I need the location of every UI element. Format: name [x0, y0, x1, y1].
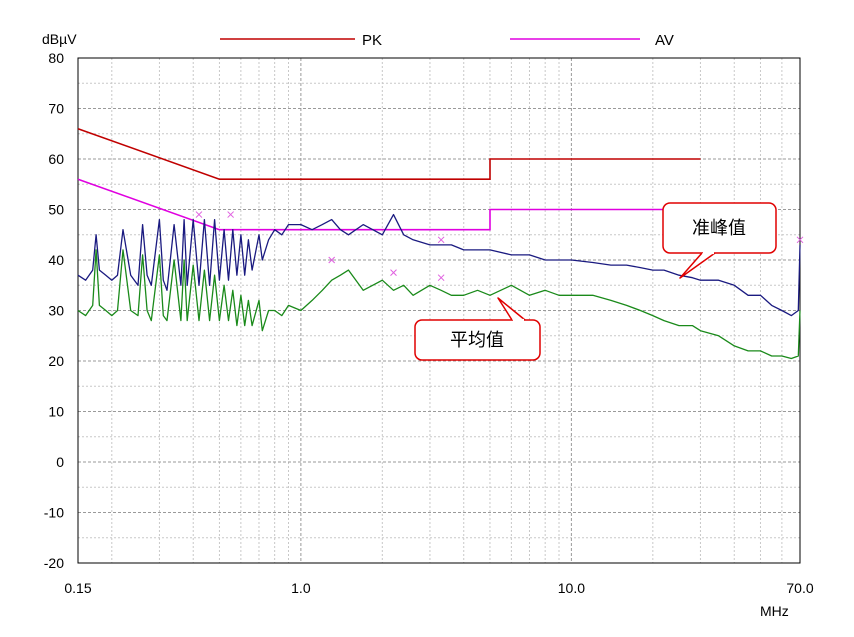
x-axis-ticks: 0.15 1.0 10.0 70.0 — [64, 580, 813, 596]
limit-lines — [77, 127, 701, 231]
peak-marker — [390, 269, 397, 276]
y-tick-label: 80 — [48, 50, 64, 66]
peak-marker — [796, 236, 804, 244]
peak-marker — [437, 274, 445, 282]
x-tick-label: 1.0 — [291, 580, 311, 596]
callout-tail — [497, 297, 526, 321]
callout-label: 准峰值 — [692, 218, 746, 239]
x-tick-label: 70.0 — [786, 580, 813, 596]
y-tick-label: 30 — [48, 303, 64, 319]
quasi-peak-trace — [77, 213, 801, 317]
peak-marker — [195, 211, 203, 218]
y-axis-label: dBµV — [42, 31, 77, 47]
x-tick-label: 0.15 — [64, 580, 91, 596]
peak-marker-stroke — [437, 274, 445, 282]
x-tick-label: 10.0 — [558, 580, 585, 596]
legend-label-pk: PK — [362, 32, 382, 49]
y-tick-label: 50 — [48, 202, 64, 218]
y-tick-label: 10 — [48, 404, 64, 420]
y-tick-label: -10 — [44, 505, 64, 521]
y-tick-label: 20 — [48, 353, 64, 369]
peak-marker — [227, 211, 234, 218]
data-series — [77, 213, 801, 360]
y-tick-label: 60 — [48, 151, 64, 167]
callout-tail — [679, 252, 716, 279]
peak-marker-stroke — [437, 236, 445, 244]
limit-line-av — [77, 178, 701, 231]
y-tick-label: 0 — [56, 454, 64, 470]
y-tick-label: -20 — [44, 555, 64, 571]
average-trace — [77, 249, 801, 360]
legend-label-av: AV — [655, 32, 674, 49]
peak-marker — [328, 256, 336, 264]
y-tick-label: 40 — [48, 252, 64, 268]
callout-box — [414, 319, 541, 361]
legend: PK AV — [220, 32, 674, 49]
callout-quasi-peak: 准峰值 — [662, 202, 777, 279]
peak-marker-stroke — [796, 236, 804, 244]
peak-markers — [195, 211, 804, 282]
peak-marker — [437, 236, 445, 244]
y-axis-ticks: 80 70 60 50 40 30 20 10 0 -10 -20 — [44, 50, 64, 571]
callout-box — [662, 202, 777, 254]
peak-marker-stroke — [227, 211, 234, 218]
y-tick-label: 70 — [48, 101, 64, 117]
callout-label: 平均值 — [450, 330, 504, 351]
peak-marker-stroke — [328, 256, 336, 264]
x-axis-unit: MHz — [760, 603, 789, 619]
peak-marker-stroke — [390, 269, 397, 276]
callout-average: 平均值 — [414, 297, 541, 361]
peak-marker-stroke — [195, 211, 203, 218]
limit-line-pk — [77, 127, 701, 180]
